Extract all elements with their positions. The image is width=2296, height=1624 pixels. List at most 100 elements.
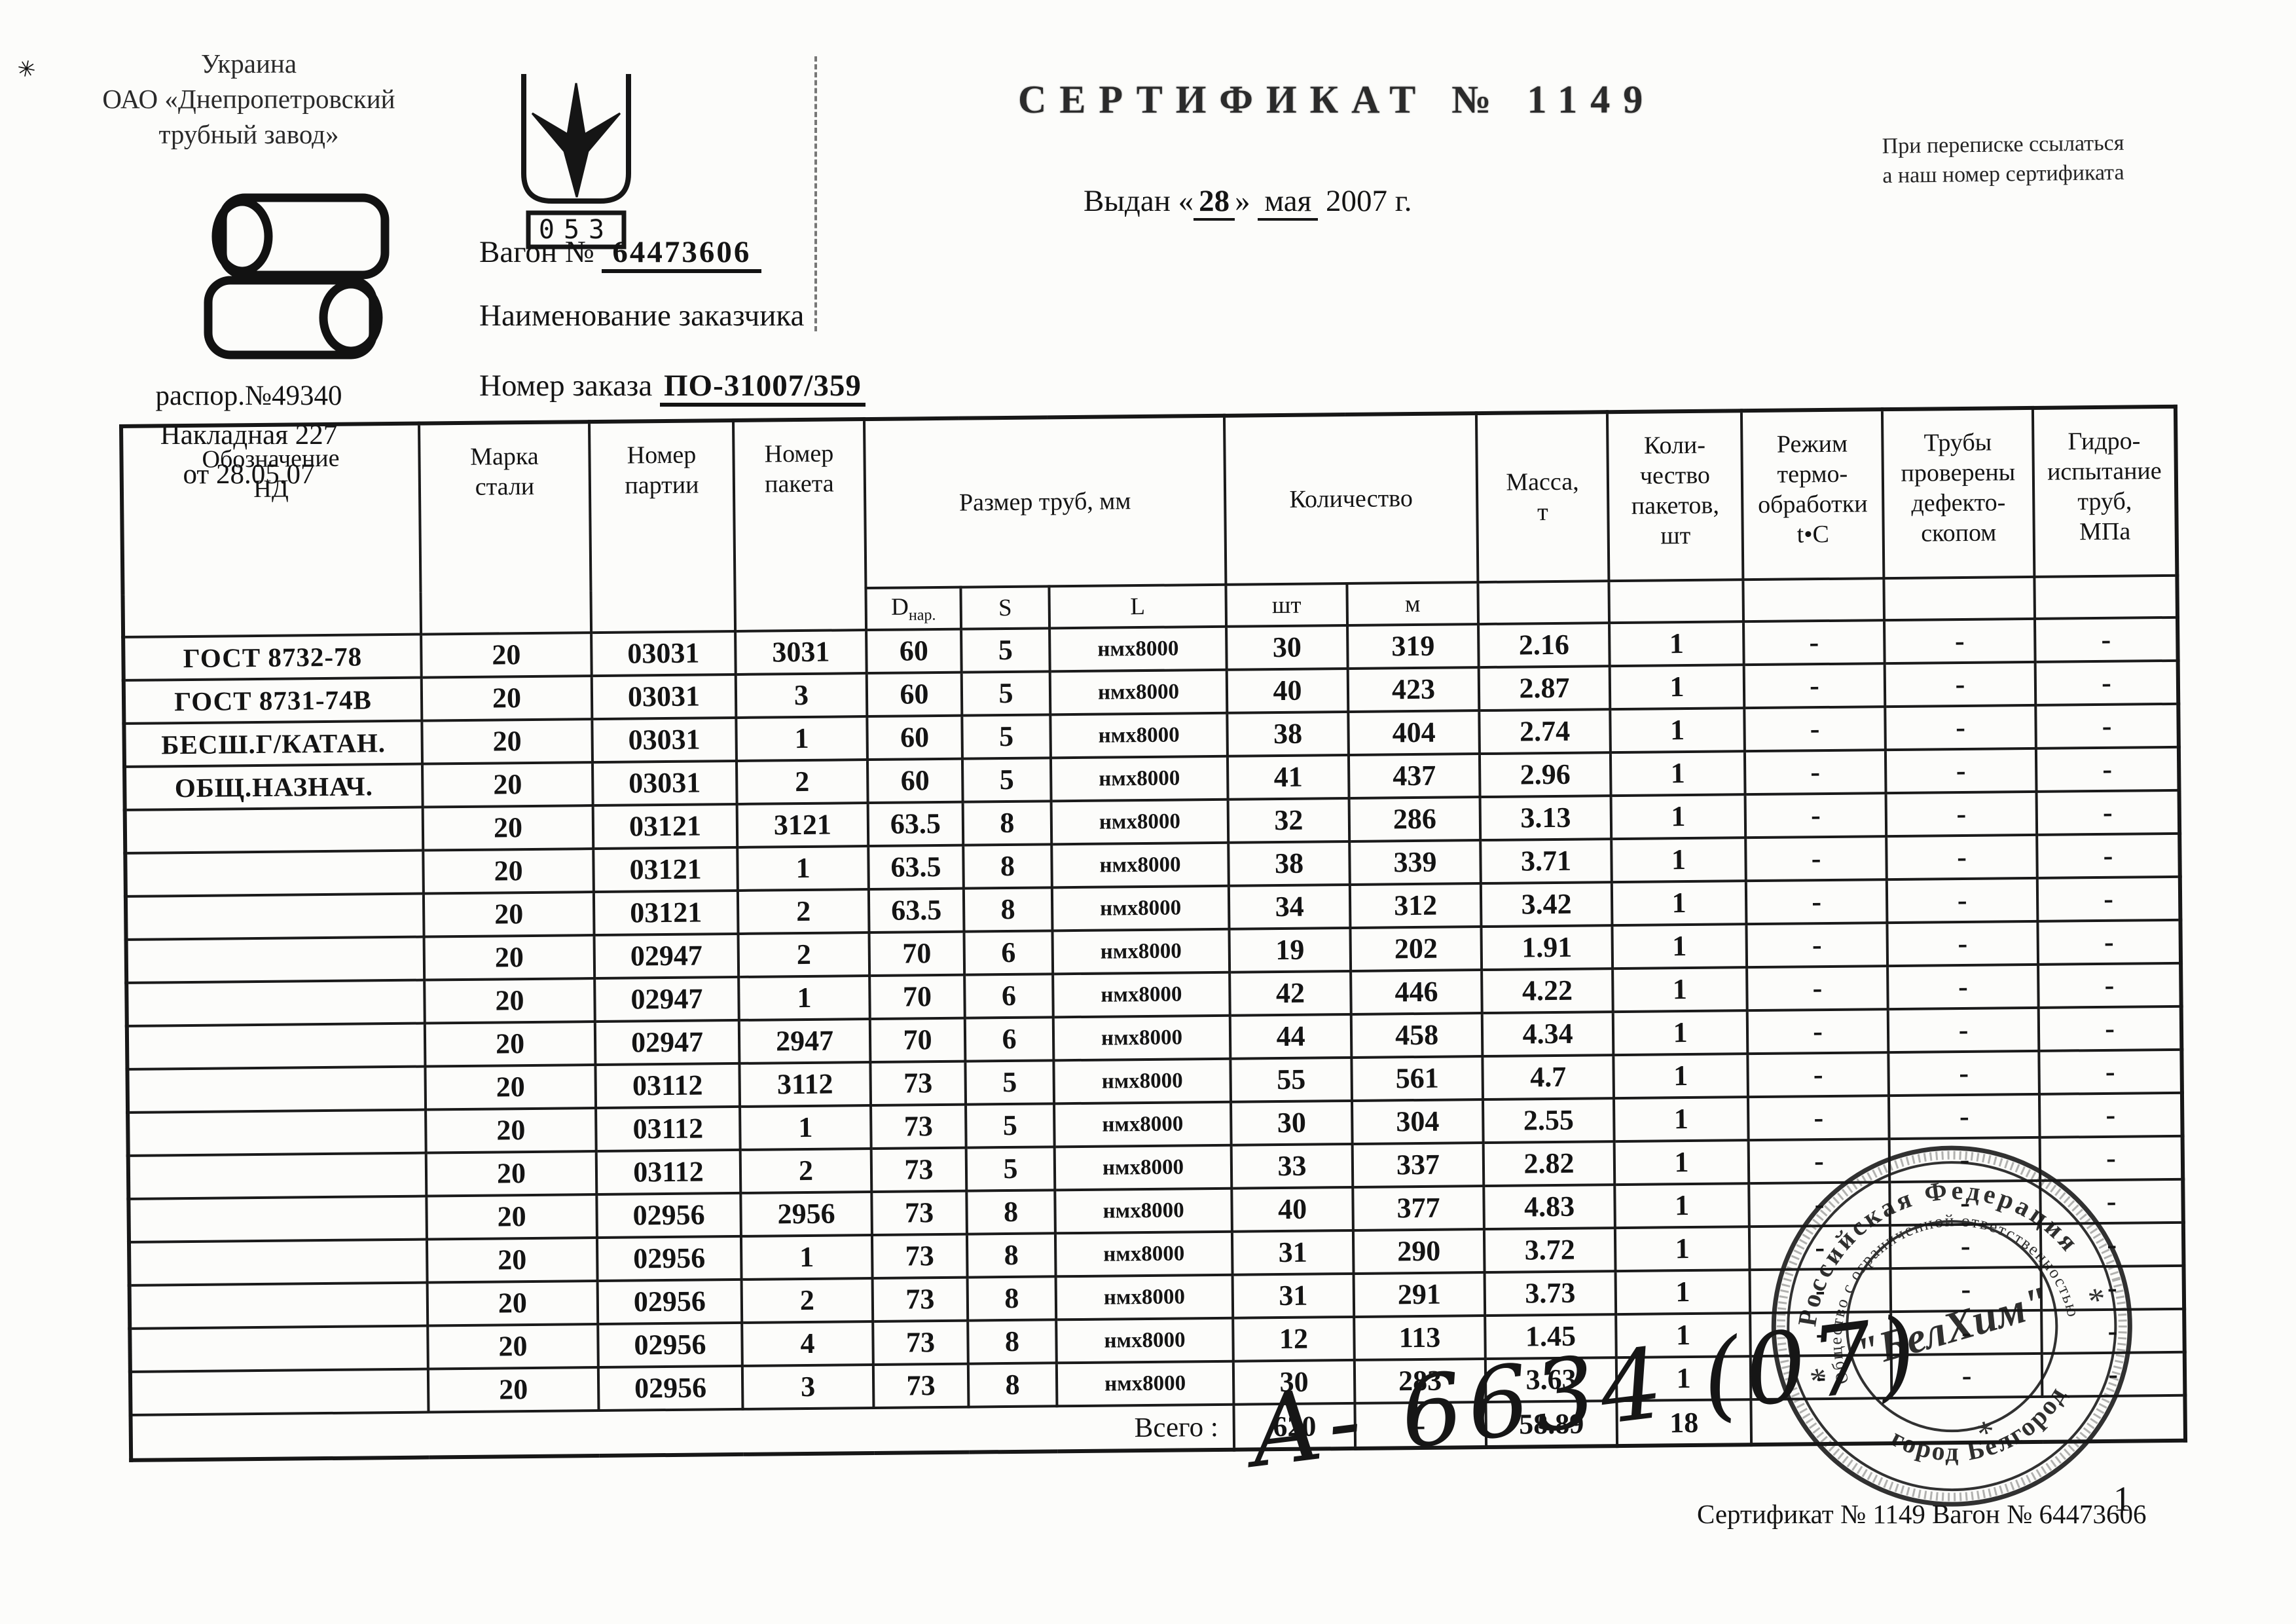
- table-cell: 73: [872, 1277, 968, 1322]
- table-cell: ГОСТ 8731-74В: [123, 677, 422, 724]
- issued-month: мая: [1258, 184, 1319, 221]
- subheader-empty-mass: [1478, 581, 1610, 625]
- subheader-m: м: [1347, 582, 1479, 626]
- table-cell: -: [1887, 964, 2039, 1010]
- table-cell: -: [1887, 921, 2039, 967]
- issued-day: 28: [1194, 184, 1235, 221]
- table-cell: [128, 1239, 428, 1285]
- table-cell: 1: [736, 716, 867, 761]
- table-cell: -: [2037, 876, 2181, 921]
- table-cell: 40: [1231, 1187, 1353, 1232]
- table-cell: нмх8000: [1053, 972, 1230, 1018]
- table-cell: 4.7: [1482, 1055, 1614, 1100]
- table-cell: -: [2037, 919, 2181, 965]
- table-cell: [130, 1369, 429, 1415]
- table-cell: 30: [1226, 625, 1348, 670]
- table-cell: 1: [1613, 1010, 1748, 1056]
- table-cell: ГОСТ 8732-78: [123, 634, 422, 680]
- subheader-l: L: [1049, 584, 1227, 629]
- table-cell: 561: [1351, 1056, 1484, 1101]
- table-cell: 20: [424, 978, 595, 1024]
- table-cell: 1: [1613, 967, 1747, 1012]
- table-cell: 8: [966, 1190, 1055, 1234]
- table-cell: 3: [735, 673, 867, 718]
- table-cell: 02956: [598, 1322, 742, 1368]
- table-cell: 03112: [596, 1149, 741, 1195]
- note-line1: При переписке ссылаться: [1882, 130, 2124, 159]
- table-cell: 1: [1611, 838, 1746, 883]
- table-cell: 304: [1352, 1099, 1484, 1144]
- header-size: Размер труб, мм: [864, 415, 1226, 589]
- table-cell: 20: [423, 892, 594, 937]
- table-cell: [128, 1196, 427, 1242]
- header-thermo: Режим термо- обработки t•С: [1741, 409, 1884, 580]
- table-cell: -: [2035, 747, 2179, 792]
- table-cell: [126, 980, 425, 1026]
- table-cell: -: [1746, 923, 1888, 968]
- table-cell: -: [1743, 620, 1885, 665]
- table-cell: -: [1745, 793, 1887, 838]
- table-cell: 20: [422, 762, 593, 807]
- table-cell: [125, 893, 424, 940]
- table-cell: нмх8000: [1056, 1318, 1233, 1363]
- table-cell: 8: [968, 1363, 1057, 1407]
- table-cell: 34: [1228, 884, 1351, 929]
- table-cell: 2956: [740, 1192, 872, 1236]
- table-cell: 5: [965, 1060, 1055, 1105]
- dispatch-block: распор.№49340 Накладная 227 от 28.05.07: [72, 377, 426, 494]
- table-cell: 8: [966, 1233, 1056, 1278]
- table-cell: 3.71: [1480, 839, 1612, 884]
- order-line: Номер заказа ПО-31007/359: [479, 368, 866, 407]
- table-cell: 03112: [596, 1106, 740, 1152]
- table-cell: -: [1745, 836, 1887, 881]
- table-cell: ОБЩ.НАЗНАЧ.: [124, 764, 423, 810]
- table-cell: 20: [425, 1065, 596, 1110]
- table-cell: -: [1744, 707, 1886, 752]
- invoice-number: Накладная 227: [160, 420, 338, 451]
- table-cell: 339: [1349, 840, 1481, 885]
- table-cell: 03121: [593, 847, 738, 893]
- table-cell: -: [1747, 966, 1888, 1011]
- table-cell: 32: [1228, 798, 1350, 843]
- pipes-logo-icon: [177, 183, 412, 377]
- table-cell: 1: [1613, 1054, 1749, 1099]
- table-cell: 202: [1350, 927, 1482, 971]
- wagon-label: Вагон №: [479, 235, 594, 269]
- table-cell: 4.34: [1482, 1012, 1614, 1057]
- table-cell: 73: [871, 1190, 967, 1236]
- stamp-seal-icon: Российская Федерация Общество с ограниче…: [1764, 1139, 2132, 1507]
- table-cell: 3.72: [1484, 1228, 1616, 1273]
- table-cell: 20: [426, 1194, 597, 1240]
- table-cell: 8: [962, 801, 1052, 845]
- header-nd: Обозначение НД: [121, 423, 422, 637]
- table-cell: -: [1888, 1050, 2039, 1096]
- table-cell: 404: [1348, 710, 1480, 755]
- table-cell: 02956: [597, 1279, 742, 1325]
- table-cell: 1: [740, 1105, 871, 1150]
- totals-label: Всего :: [130, 1404, 1235, 1460]
- table-cell: нмх8000: [1050, 712, 1228, 758]
- table-cell: 8: [963, 844, 1052, 889]
- table-cell: 2.74: [1479, 709, 1611, 754]
- table-cell: 2: [738, 932, 870, 977]
- table-cell: 1: [1609, 665, 1745, 710]
- table-cell: -: [2035, 660, 2179, 705]
- table-cell: 02956: [598, 1365, 743, 1411]
- table-cell: -: [1743, 663, 1886, 709]
- country-label: Украина: [200, 48, 297, 79]
- subheader-s: S: [960, 586, 1050, 629]
- table-cell: -: [1745, 879, 1887, 925]
- fold-artifact-line: [814, 56, 817, 331]
- table-cell: 02956: [596, 1236, 742, 1282]
- correspondence-note: При переписке ссылаться а наш номер серт…: [1882, 128, 2164, 191]
- table-cell: 286: [1349, 797, 1481, 841]
- subheader-empty-hydro: [2034, 575, 2178, 619]
- table-cell: 20: [421, 676, 592, 721]
- table-header-row: Обозначение НД Марка стали Номер партии …: [121, 406, 2178, 637]
- table-cell: 4.83: [1484, 1185, 1615, 1230]
- table-cell: 3031: [735, 630, 867, 674]
- company-name-line2: трубный завод»: [158, 119, 339, 149]
- table-cell: 33: [1231, 1143, 1353, 1189]
- table-cell: 02947: [594, 1020, 740, 1065]
- table-cell: нмх8000: [1051, 842, 1229, 888]
